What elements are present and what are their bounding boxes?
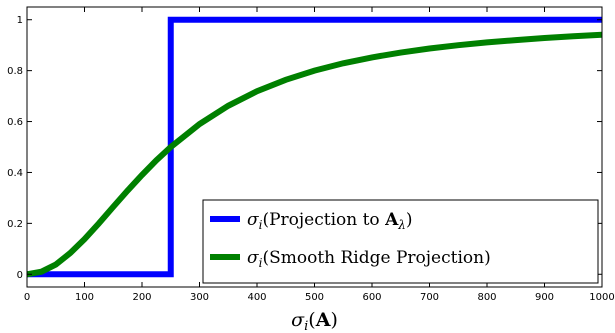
series-line-2 bbox=[27, 31, 602, 278]
x-tick-label: 200 bbox=[132, 292, 151, 303]
x-tick-label: 300 bbox=[190, 292, 209, 303]
x-axis-label: σi(A) bbox=[291, 309, 338, 333]
legend: σi(Projection to Aλ) σi(Smooth Ridge Proj… bbox=[202, 199, 599, 284]
y-tick-label: 0.6 bbox=[7, 117, 23, 128]
x-tick-label: 500 bbox=[305, 292, 324, 303]
y-tick-label: 1 bbox=[17, 15, 23, 26]
x-tick-label: 0 bbox=[24, 292, 30, 303]
x-tick-label: 600 bbox=[362, 292, 381, 303]
y-tick-label: 0.4 bbox=[7, 168, 23, 179]
legend-label-2: σi(Smooth Ridge Projection) bbox=[247, 248, 491, 270]
x-tick-label: 800 bbox=[477, 292, 496, 303]
x-tick-label: 100 bbox=[75, 292, 94, 303]
legend-box bbox=[202, 199, 599, 284]
x-tick-label: 700 bbox=[420, 292, 439, 303]
y-tick-label: 0.2 bbox=[7, 219, 23, 230]
x-tick-label: 1000 bbox=[589, 292, 614, 303]
series-layer bbox=[27, 16, 602, 278]
x-tick-label: 900 bbox=[535, 292, 554, 303]
legend-label-1: σi(Projection to Aλ) bbox=[247, 210, 413, 232]
x-tick-label: 400 bbox=[247, 292, 266, 303]
y-tick-label: 0.8 bbox=[7, 66, 23, 77]
y-tick-label: 0 bbox=[17, 270, 23, 281]
